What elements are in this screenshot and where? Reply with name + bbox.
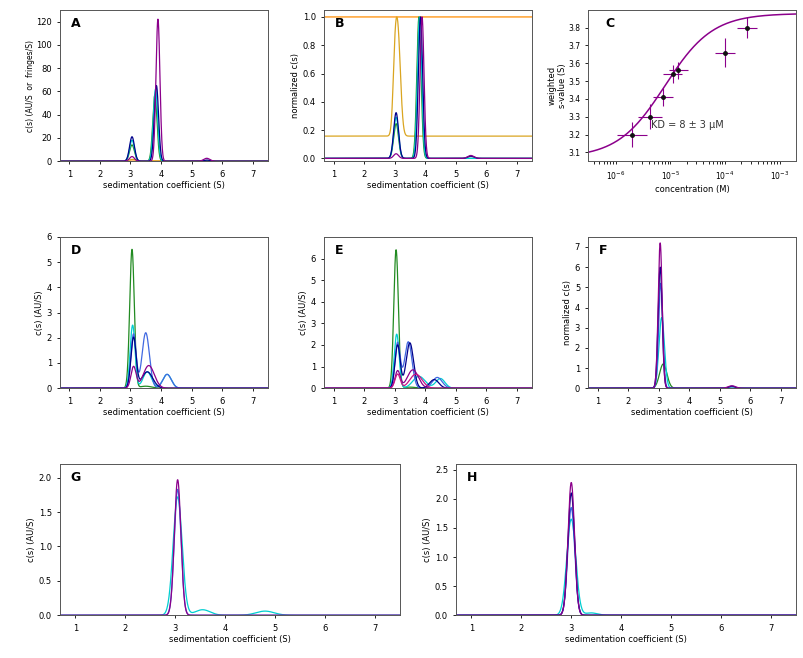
X-axis label: sedimentation coefficient (S): sedimentation coefficient (S) — [367, 182, 488, 190]
Text: C: C — [605, 17, 613, 30]
Y-axis label: c(s) (AU/S  or  fringes/S): c(s) (AU/S or fringes/S) — [26, 39, 35, 132]
Text: F: F — [598, 245, 606, 257]
Y-axis label: weighted
s-value (S): weighted s-value (S) — [547, 63, 566, 108]
Text: A: A — [71, 17, 80, 30]
Text: KD = 8 ± 3 μM: KD = 8 ± 3 μM — [650, 120, 723, 130]
X-axis label: sedimentation coefficient (S): sedimentation coefficient (S) — [630, 409, 752, 417]
Text: G: G — [71, 471, 80, 484]
Y-axis label: normalized c(s): normalized c(s) — [562, 280, 571, 345]
X-axis label: sedimentation coefficient (S): sedimentation coefficient (S) — [103, 409, 225, 417]
X-axis label: concentration (M): concentration (M) — [654, 185, 728, 193]
Y-axis label: c(s) (AU/S): c(s) (AU/S) — [422, 517, 432, 562]
Text: D: D — [71, 245, 81, 257]
Y-axis label: normalized c(s): normalized c(s) — [291, 53, 300, 118]
X-axis label: sedimentation coefficient (S): sedimentation coefficient (S) — [367, 409, 488, 417]
Text: E: E — [334, 245, 343, 257]
Text: H: H — [466, 471, 476, 484]
Y-axis label: c(s) (AU/S): c(s) (AU/S) — [35, 290, 43, 335]
Y-axis label: c(s) (AU/S): c(s) (AU/S) — [299, 290, 308, 335]
X-axis label: sedimentation coefficient (S): sedimentation coefficient (S) — [103, 182, 225, 190]
Y-axis label: c(s) (AU/S): c(s) (AU/S) — [27, 517, 36, 562]
X-axis label: sedimentation coefficient (S): sedimentation coefficient (S) — [565, 636, 687, 644]
X-axis label: sedimentation coefficient (S): sedimentation coefficient (S) — [169, 636, 291, 644]
Text: B: B — [334, 17, 344, 30]
